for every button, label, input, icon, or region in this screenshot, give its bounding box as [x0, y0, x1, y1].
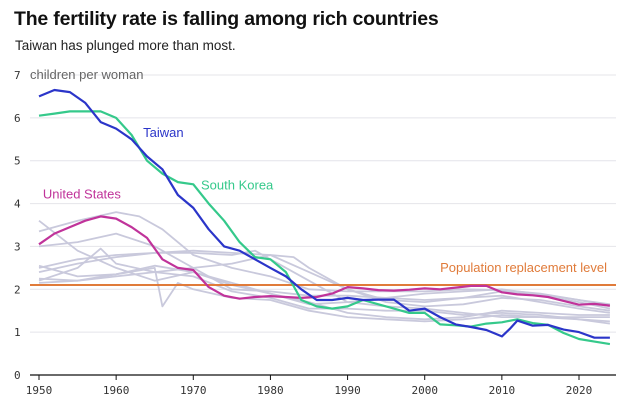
series-labels: Taiwan South Korea United States Population… [43, 125, 607, 275]
grid-lines [30, 74, 616, 333]
highlighted-series [38, 88, 611, 346]
chart-title: The fertility rate is falling among rich… [14, 8, 439, 30]
series-line-other-4 [38, 249, 610, 323]
series-label-south-korea: South Korea [201, 177, 274, 192]
x-tick-label: 2010 [489, 384, 516, 397]
series-label-united-states: United States [43, 186, 122, 201]
y-tick-label: 2 [14, 283, 21, 296]
y-tick-label: 4 [14, 198, 21, 211]
y-tick-label: 3 [14, 240, 21, 253]
y-tick-label: 0 [14, 369, 21, 382]
series-line-united-states [38, 215, 611, 307]
x-tick-label: 1990 [334, 384, 361, 397]
x-tick-label: 2000 [411, 384, 438, 397]
series-line-south-korea [38, 110, 611, 346]
other-countries-series [38, 211, 611, 325]
y-axis: 0 1 2 3 4 5 6 7 children per woman [14, 67, 143, 382]
x-axis: 1950 1960 1970 1980 1990 2000 2010 2020 [26, 374, 616, 397]
x-tick-label: 1970 [180, 384, 207, 397]
y-tick-label: 1 [14, 326, 21, 339]
x-tick-label: 1980 [257, 384, 284, 397]
x-tick-label: 1960 [103, 384, 130, 397]
series-line-taiwan [38, 88, 610, 339]
series-line-other-5 [38, 254, 611, 312]
y-tick-label: 7 [14, 69, 21, 82]
y-axis-label: children per woman [30, 67, 143, 82]
x-tick-label: 1950 [26, 384, 53, 397]
y-tick-label: 5 [14, 155, 21, 168]
chart-subtitle: Taiwan has plunged more than most. [15, 38, 236, 53]
replacement-level-label: Population replacement level [440, 260, 607, 275]
series-line-other-6 [38, 264, 610, 323]
x-tick-label: 2020 [566, 384, 593, 397]
y-tick-label: 6 [14, 112, 21, 125]
series-label-taiwan: Taiwan [143, 125, 183, 140]
